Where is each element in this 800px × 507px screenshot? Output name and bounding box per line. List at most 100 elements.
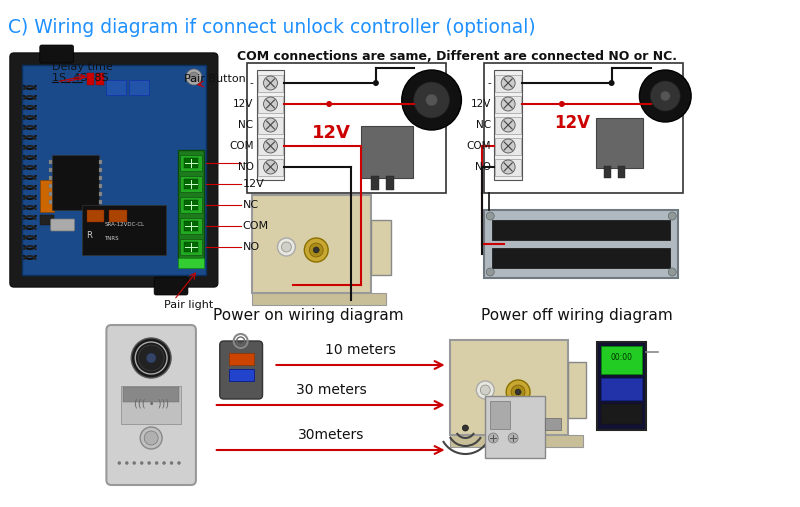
Circle shape — [511, 385, 525, 399]
Bar — [49, 160, 52, 164]
Circle shape — [263, 118, 278, 132]
Circle shape — [486, 212, 494, 220]
Bar — [106, 80, 126, 95]
Circle shape — [144, 431, 158, 445]
Bar — [251, 195, 371, 293]
Circle shape — [140, 461, 143, 464]
Circle shape — [310, 243, 323, 257]
Circle shape — [501, 160, 515, 174]
Bar — [495, 96, 521, 113]
Bar — [492, 220, 670, 240]
FancyBboxPatch shape — [106, 325, 196, 485]
Bar — [386, 176, 394, 190]
Bar — [49, 168, 52, 172]
Bar — [40, 215, 54, 225]
Bar — [99, 200, 102, 204]
Bar — [229, 369, 254, 381]
Circle shape — [668, 268, 676, 276]
Bar — [49, 192, 52, 196]
Circle shape — [263, 139, 278, 153]
Text: 12V: 12V — [242, 179, 264, 189]
Text: Pair light: Pair light — [164, 300, 214, 310]
Text: Delay time: Delay time — [52, 62, 113, 72]
Circle shape — [488, 433, 498, 443]
Bar — [40, 180, 54, 212]
Text: Pair Button: Pair Button — [184, 74, 246, 84]
Text: SRA-12VDC-CL: SRA-12VDC-CL — [104, 223, 144, 228]
Circle shape — [162, 461, 166, 464]
Text: 30 meters: 30 meters — [296, 383, 366, 397]
Text: NO: NO — [238, 162, 254, 172]
Circle shape — [326, 101, 332, 107]
Circle shape — [131, 338, 171, 378]
Bar — [122, 386, 181, 424]
Text: Power on wiring diagram: Power on wiring diagram — [213, 308, 403, 323]
Bar — [49, 176, 52, 180]
Bar — [99, 192, 102, 196]
Bar — [184, 158, 198, 168]
Bar — [494, 70, 522, 180]
Circle shape — [609, 80, 614, 86]
Bar — [99, 160, 102, 164]
Bar — [86, 210, 105, 222]
Bar — [450, 435, 582, 447]
Bar — [86, 73, 94, 85]
Circle shape — [486, 268, 494, 276]
Circle shape — [178, 461, 181, 464]
Bar — [450, 340, 568, 435]
Circle shape — [506, 380, 530, 404]
Text: 30meters: 30meters — [298, 428, 364, 442]
Circle shape — [133, 461, 136, 464]
Circle shape — [660, 91, 670, 101]
Text: NO: NO — [242, 242, 260, 252]
Circle shape — [501, 76, 515, 90]
Text: 10 meters: 10 meters — [325, 343, 395, 357]
Bar — [495, 117, 521, 134]
Text: Power off wiring diagram: Power off wiring diagram — [481, 308, 673, 323]
Text: -: - — [242, 158, 246, 168]
Bar — [258, 117, 283, 134]
Bar — [258, 96, 283, 113]
Bar — [486, 396, 545, 458]
FancyBboxPatch shape — [40, 45, 74, 63]
Bar — [604, 166, 610, 178]
Bar — [184, 221, 198, 231]
Bar — [371, 176, 379, 190]
Bar — [596, 118, 643, 168]
Text: 12V: 12V — [554, 114, 590, 132]
Bar — [601, 404, 642, 424]
Text: COM: COM — [229, 141, 254, 151]
Circle shape — [668, 212, 676, 220]
Bar — [184, 200, 198, 210]
Circle shape — [639, 70, 691, 122]
Bar — [251, 293, 386, 305]
FancyBboxPatch shape — [10, 53, 218, 287]
Text: 00:00: 00:00 — [610, 353, 633, 363]
FancyBboxPatch shape — [154, 277, 188, 295]
Text: -: - — [250, 78, 254, 88]
Text: 12V: 12V — [471, 99, 491, 109]
Bar — [130, 80, 149, 95]
Bar — [495, 75, 521, 92]
Text: C) Wiring diagram if connect unlock controller (optional): C) Wiring diagram if connect unlock cont… — [8, 18, 535, 37]
Text: NC: NC — [242, 200, 258, 210]
Circle shape — [148, 461, 150, 464]
Bar — [258, 138, 283, 155]
Bar — [180, 155, 202, 171]
Circle shape — [155, 461, 158, 464]
Bar — [49, 200, 52, 204]
Bar — [97, 73, 105, 85]
Bar — [49, 184, 52, 188]
Bar — [180, 197, 202, 213]
FancyBboxPatch shape — [50, 219, 74, 231]
Circle shape — [189, 72, 199, 82]
Circle shape — [373, 80, 379, 86]
Circle shape — [501, 118, 515, 132]
Text: -: - — [487, 78, 491, 88]
Bar — [490, 401, 510, 429]
Bar — [484, 210, 678, 278]
Text: NO: NO — [475, 162, 491, 172]
Bar — [82, 205, 166, 255]
Circle shape — [402, 70, 462, 130]
Circle shape — [559, 101, 565, 107]
